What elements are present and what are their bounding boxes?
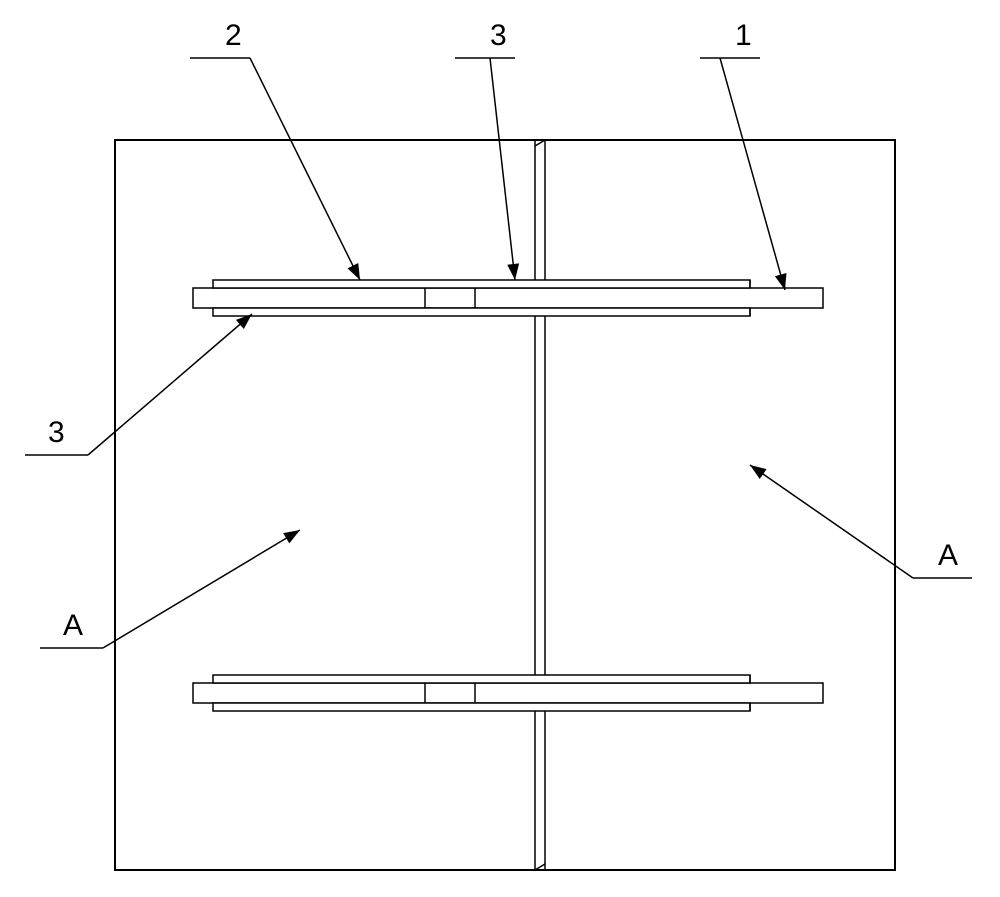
svg-text:2: 2	[225, 19, 242, 52]
svg-text:1: 1	[735, 19, 752, 52]
diagram-svg: 2 3 1 3 A A	[0, 0, 1000, 897]
svg-text:3: 3	[490, 19, 507, 52]
svg-text:A: A	[938, 539, 958, 572]
diagram-canvas: 2 3 1 3 A A	[0, 0, 1000, 897]
svg-text:A: A	[63, 609, 83, 642]
svg-text:3: 3	[48, 416, 65, 449]
